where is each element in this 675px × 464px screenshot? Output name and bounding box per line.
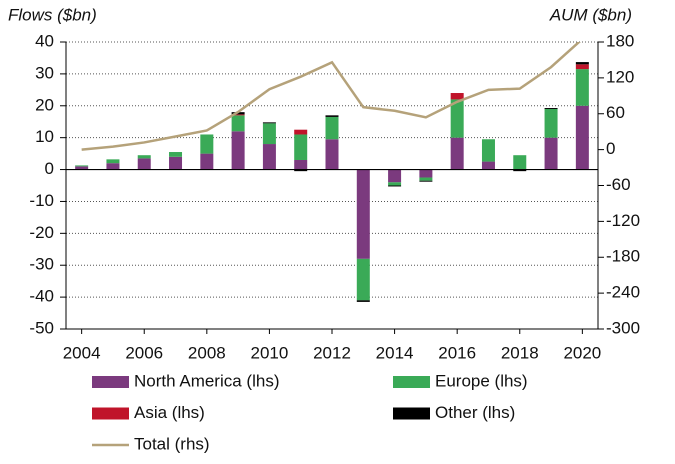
bar	[137, 155, 151, 159]
x-tick-label: 2016	[438, 343, 476, 362]
bar	[388, 169, 402, 183]
y2-tick-label: 180	[606, 31, 634, 50]
y2-tick-label: -120	[606, 211, 640, 230]
bar	[231, 131, 245, 170]
y-tick-label: -30	[29, 255, 54, 274]
bar	[388, 185, 402, 187]
legend-label: Asia (lhs)	[134, 403, 205, 422]
x-tick-label: 2004	[63, 343, 101, 362]
bar	[169, 156, 183, 170]
bar	[450, 93, 464, 100]
y2-axis-label: AUM ($bn)	[549, 5, 632, 24]
bar	[325, 139, 339, 170]
bar	[356, 169, 370, 259]
bar	[419, 180, 433, 182]
bar	[356, 258, 370, 301]
bar	[575, 69, 589, 106]
bar	[356, 300, 370, 302]
y2-tick-label: -60	[606, 175, 631, 194]
bar	[106, 159, 120, 164]
bar	[106, 163, 120, 170]
legend-swatch	[393, 376, 430, 388]
bar	[575, 105, 589, 170]
bar	[481, 139, 495, 162]
bar	[419, 169, 433, 178]
bar	[544, 137, 558, 170]
bar	[231, 115, 245, 132]
bar	[575, 62, 589, 65]
legend-swatch	[92, 376, 129, 388]
y2-tick-label: -240	[606, 283, 640, 302]
x-tick-label: 2018	[501, 343, 539, 362]
x-tick-label: 2008	[188, 343, 226, 362]
bar	[325, 115, 339, 117]
legend-swatch	[393, 407, 430, 420]
x-tick-label: 2010	[250, 343, 288, 362]
legend-label: Total (rhs)	[134, 434, 210, 453]
bar	[450, 99, 464, 138]
y-tick-label: -10	[29, 191, 54, 210]
bar	[450, 137, 464, 170]
bar	[419, 177, 433, 181]
legend-label: North America (lhs)	[134, 371, 279, 390]
bar	[294, 169, 308, 172]
bar	[544, 108, 558, 109]
x-tick-label: 2020	[563, 343, 601, 362]
legend-swatch	[92, 407, 129, 420]
y-tick-label: 40	[35, 31, 54, 50]
bar	[544, 108, 558, 138]
bar	[231, 114, 245, 116]
bar	[262, 123, 276, 145]
bar	[262, 144, 276, 170]
bar	[294, 159, 308, 170]
y-axis-label: Flows ($bn)	[8, 5, 97, 24]
x-tick-label: 2012	[313, 343, 351, 362]
bar	[388, 182, 402, 186]
bar	[513, 169, 527, 172]
y2-tick-label: 60	[606, 103, 625, 122]
legend-label: Other (lhs)	[435, 403, 515, 422]
y2-tick-label: 120	[606, 67, 634, 86]
bar	[294, 129, 308, 135]
y2-tick-label: -180	[606, 247, 640, 266]
y-tick-label: 10	[35, 127, 54, 146]
x-tick-label: 2006	[125, 343, 163, 362]
legend-label: Europe (lhs)	[435, 371, 528, 390]
y-tick-label: 0	[45, 159, 54, 178]
bar	[169, 152, 183, 157]
bar	[262, 122, 276, 124]
bar	[481, 161, 495, 170]
bar	[294, 134, 308, 160]
bar	[575, 64, 589, 70]
bar	[75, 165, 89, 167]
y-tick-label: -20	[29, 223, 54, 242]
bar	[200, 134, 214, 154]
bar	[75, 166, 89, 170]
y-tick-label: 30	[35, 63, 54, 82]
bar	[325, 116, 339, 140]
x-tick-label: 2014	[376, 343, 414, 362]
y-tick-label: -40	[29, 287, 54, 306]
y2-tick-label: 0	[606, 139, 615, 158]
bar	[513, 155, 527, 170]
y-tick-label: -50	[29, 318, 54, 337]
line	[81, 42, 581, 151]
y-tick-label: 20	[35, 95, 54, 114]
bar	[200, 153, 214, 170]
bar	[137, 158, 151, 170]
y2-tick-label: -300	[606, 318, 640, 337]
